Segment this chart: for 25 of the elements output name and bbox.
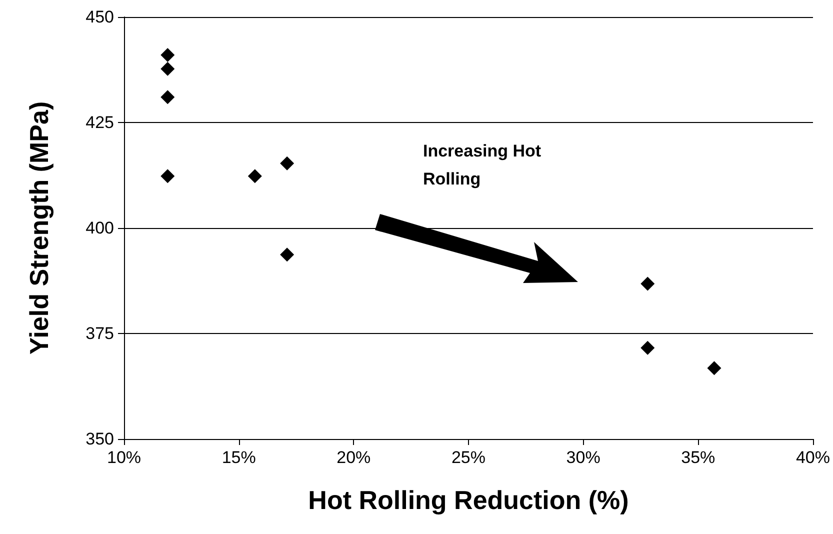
x-tick-label: 40% — [796, 448, 830, 467]
y-tick-label: 375 — [86, 324, 114, 343]
x-tick-label: 15% — [222, 448, 256, 467]
y-tick-label: 450 — [86, 8, 114, 26]
point — [160, 169, 175, 184]
x-tick-label: 35% — [681, 448, 716, 467]
y-tick-label: 350 — [86, 430, 114, 448]
x-tick-label: 20% — [336, 448, 371, 467]
x-tick-label: 10% — [106, 448, 142, 467]
point — [160, 62, 175, 76]
y-axis-title: Yield Strength (MPa) — [24, 101, 54, 355]
point — [640, 276, 655, 291]
x-tick-label: 30% — [566, 448, 600, 467]
point — [160, 90, 175, 104]
annotation: Increasing Hot Rolling — [423, 142, 546, 188]
point — [160, 48, 175, 62]
point — [280, 248, 294, 262]
point — [248, 169, 262, 184]
x-tick-label: 25% — [451, 448, 486, 467]
y-tick-label: 400 — [86, 218, 114, 238]
point — [640, 340, 655, 355]
x-axis-title: Hot Rolling Reduction (%) — [308, 485, 629, 515]
y-tick-label: 425 — [86, 113, 114, 132]
point — [707, 361, 722, 376]
point — [280, 156, 294, 170]
